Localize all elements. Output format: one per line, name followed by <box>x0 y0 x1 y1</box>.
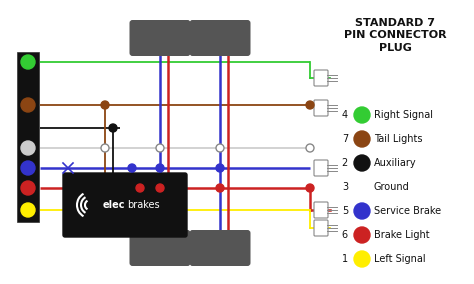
Circle shape <box>354 227 370 243</box>
Circle shape <box>156 184 164 192</box>
Text: 4: 4 <box>342 110 348 120</box>
FancyBboxPatch shape <box>314 70 328 86</box>
Circle shape <box>354 107 370 123</box>
Text: Tail Lights: Tail Lights <box>374 134 422 144</box>
Circle shape <box>101 144 109 152</box>
FancyBboxPatch shape <box>314 202 328 218</box>
FancyBboxPatch shape <box>129 20 191 56</box>
Text: 3: 3 <box>342 182 348 192</box>
Circle shape <box>216 164 224 172</box>
Circle shape <box>354 251 370 267</box>
Circle shape <box>354 203 370 219</box>
Text: 5: 5 <box>342 206 348 216</box>
Circle shape <box>354 155 370 171</box>
Text: Brake Light: Brake Light <box>374 230 429 240</box>
Circle shape <box>21 121 35 135</box>
Circle shape <box>21 141 35 155</box>
Circle shape <box>101 101 109 109</box>
Circle shape <box>306 101 314 109</box>
Circle shape <box>354 131 370 147</box>
Circle shape <box>21 203 35 217</box>
Text: 6: 6 <box>342 230 348 240</box>
FancyBboxPatch shape <box>314 100 328 116</box>
Text: brakes: brakes <box>127 200 160 210</box>
Text: 7: 7 <box>342 134 348 144</box>
Circle shape <box>306 184 314 192</box>
Circle shape <box>21 55 35 69</box>
FancyBboxPatch shape <box>190 20 250 56</box>
Circle shape <box>136 184 144 192</box>
Circle shape <box>156 144 164 152</box>
FancyBboxPatch shape <box>129 230 191 266</box>
Text: Right Signal: Right Signal <box>374 110 433 120</box>
FancyBboxPatch shape <box>314 220 328 236</box>
Circle shape <box>128 164 136 172</box>
FancyBboxPatch shape <box>63 173 187 237</box>
Text: Left Signal: Left Signal <box>374 254 426 264</box>
Text: 2: 2 <box>342 158 348 168</box>
Circle shape <box>216 144 224 152</box>
FancyBboxPatch shape <box>190 230 250 266</box>
Circle shape <box>306 144 314 152</box>
Text: Ground: Ground <box>374 182 410 192</box>
Text: Service Brake: Service Brake <box>374 206 441 216</box>
Circle shape <box>216 184 224 192</box>
Circle shape <box>21 98 35 112</box>
Bar <box>17 52 39 222</box>
Text: 1: 1 <box>342 254 348 264</box>
Circle shape <box>21 181 35 195</box>
Circle shape <box>109 124 117 132</box>
Circle shape <box>21 161 35 175</box>
Circle shape <box>156 164 164 172</box>
Text: STANDARD 7
PIN CONNECTOR
PLUG: STANDARD 7 PIN CONNECTOR PLUG <box>344 18 447 53</box>
Text: elec: elec <box>103 200 126 210</box>
FancyBboxPatch shape <box>314 160 328 176</box>
Text: Auxiliary: Auxiliary <box>374 158 417 168</box>
